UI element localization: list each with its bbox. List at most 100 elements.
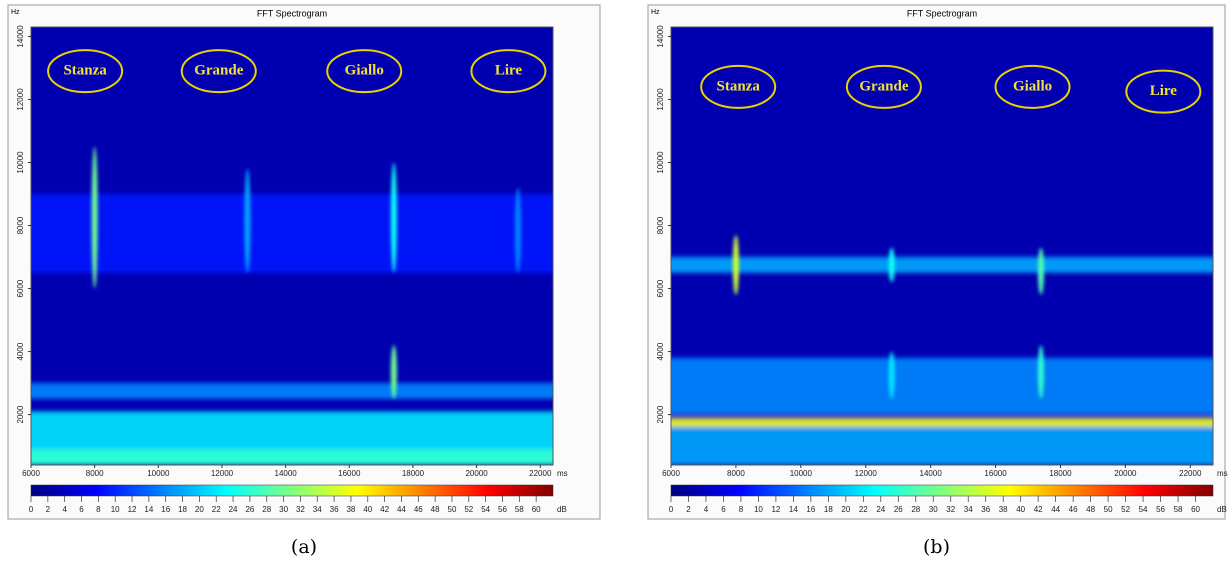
colorbar-tick-label: 32 [946,505,955,514]
panel: FFT Spectrogram Hz Stanza Grande Giallo Lire 2… [7,4,601,558]
annotation-label: Stanza [717,78,761,94]
colorbar-tick-label: 12 [128,505,137,514]
colorbar-tick-label: 16 [806,505,815,514]
colorbar-tick-label: 52 [1121,505,1130,514]
x-tick-label: 10000 [147,469,170,478]
y-tick-label: 8000 [656,216,665,234]
colorbar-tick-label: 14 [144,505,153,514]
x-tick-label: 16000 [984,469,1007,478]
colorbar-tick-label: 28 [911,505,920,514]
x-unit: ms [1217,469,1228,478]
colorbar-tick-label: 22 [859,505,868,514]
colorbar-tick-label: 12 [771,505,780,514]
onset-streak [888,351,895,399]
colorbar-tick-label: 2 [686,505,691,514]
colorbar-tick-label: 6 [79,505,84,514]
onset-streak [514,187,521,273]
colorbar-tick-label: 30 [929,505,938,514]
streaks [732,234,1044,399]
colorbar-tick-label: 48 [431,505,440,514]
x-tick-label: 20000 [1114,469,1137,478]
y-tick-label: 2000 [656,405,665,423]
energy-band [31,449,553,465]
annotation-ellipse [326,49,403,94]
colorbar-tick-label: 30 [279,505,288,514]
colorbar-tick-label: 34 [313,505,322,514]
colorbar-tick-label: 40 [363,505,372,514]
colorbar-tick-label: 44 [1051,505,1060,514]
caption: (b) [923,536,950,558]
energy-band [671,417,1213,428]
colorbar-tick-label: 14 [789,505,798,514]
x-tick-label: 14000 [275,469,298,478]
x-tick-label: 12000 [211,469,234,478]
colorbar-tick-label: 54 [481,505,490,514]
annotation-label: Stanza [63,63,107,79]
colorbar-tick-label: 32 [296,505,305,514]
annotation-label: Lire [1150,83,1178,99]
x-tick-label: 8000 [86,469,104,478]
colorbar-tick-label: 10 [754,505,763,514]
colorbar [30,484,554,497]
x-tick-label: 22000 [1179,469,1202,478]
y-unit: Hz [11,9,20,16]
colorbar-tick-label: 56 [1156,505,1165,514]
annotation-label: Grande [859,78,909,94]
colorbar-tick-label: 4 [62,505,67,514]
onset-streak [91,146,98,289]
energy-band [31,383,553,399]
onset-streak [244,168,251,273]
colorbar-unit: dB [1217,505,1227,514]
x-tick-label: 6000 [662,469,680,478]
x-tick-label: 16000 [338,469,361,478]
onset-streak [1037,247,1044,295]
x-tick-label: 14000 [920,469,943,478]
y-tick-label: 12000 [16,88,25,111]
x-tick-label: 12000 [855,469,878,478]
y-tick-label: 6000 [16,279,25,297]
energy-band [31,194,553,273]
colorbar-tick-label: 38 [999,505,1008,514]
colorbar-tick-label: 18 [178,505,187,514]
y-tick-label: 14000 [656,25,665,48]
colorbar-tick-label: 0 [669,505,674,514]
y-tick-label: 14000 [16,25,25,48]
colorbar-tick-label: 4 [704,505,709,514]
annotation-ellipse [994,64,1071,109]
annotation-ellipse [845,64,922,109]
colorbar-tick-label: 58 [515,505,524,514]
colorbar-tick-label: 20 [195,505,204,514]
y-tick-label: 10000 [16,151,25,174]
colorbar-tick-label: 56 [498,505,507,514]
colorbar-tick-label: 8 [739,505,744,514]
spectral-energy [671,257,1213,465]
colorbar-tick-label: 42 [380,505,389,514]
y-tick-label: 4000 [16,342,25,360]
colorbar-tick-label: 50 [1104,505,1113,514]
colorbar-tick-label: 46 [1069,505,1078,514]
x-unit: ms [557,469,568,478]
colorbar-tick-label: 40 [1016,505,1025,514]
colorbar-tick-label: 54 [1139,505,1148,514]
y-unit: Hz [651,9,660,16]
colorbar-tick-label: 2 [46,505,51,514]
colorbar-unit: dB [557,505,567,514]
x-tick-label: 6000 [22,469,40,478]
colorbar-tick-label: 36 [330,505,339,514]
annotation-ellipse [700,64,777,109]
x-tick-label: 22000 [529,469,552,478]
colorbar-tick-label: 20 [841,505,850,514]
x-tick-label: 18000 [402,469,425,478]
annotation-ellipse [470,49,547,94]
y-tick-label: 10000 [656,151,665,174]
chart-title: FFT Spectrogram [907,8,977,18]
colorbar-tick-label: 60 [532,505,541,514]
annotation-label: Giallo [345,63,384,79]
colorbar-tick-label: 18 [824,505,833,514]
onset-streak [1037,345,1044,399]
colorbar-tick-label: 6 [721,505,726,514]
y-tick-label: 12000 [656,88,665,111]
y-tick-label: 6000 [656,279,665,297]
y-tick-label: 8000 [16,216,25,234]
